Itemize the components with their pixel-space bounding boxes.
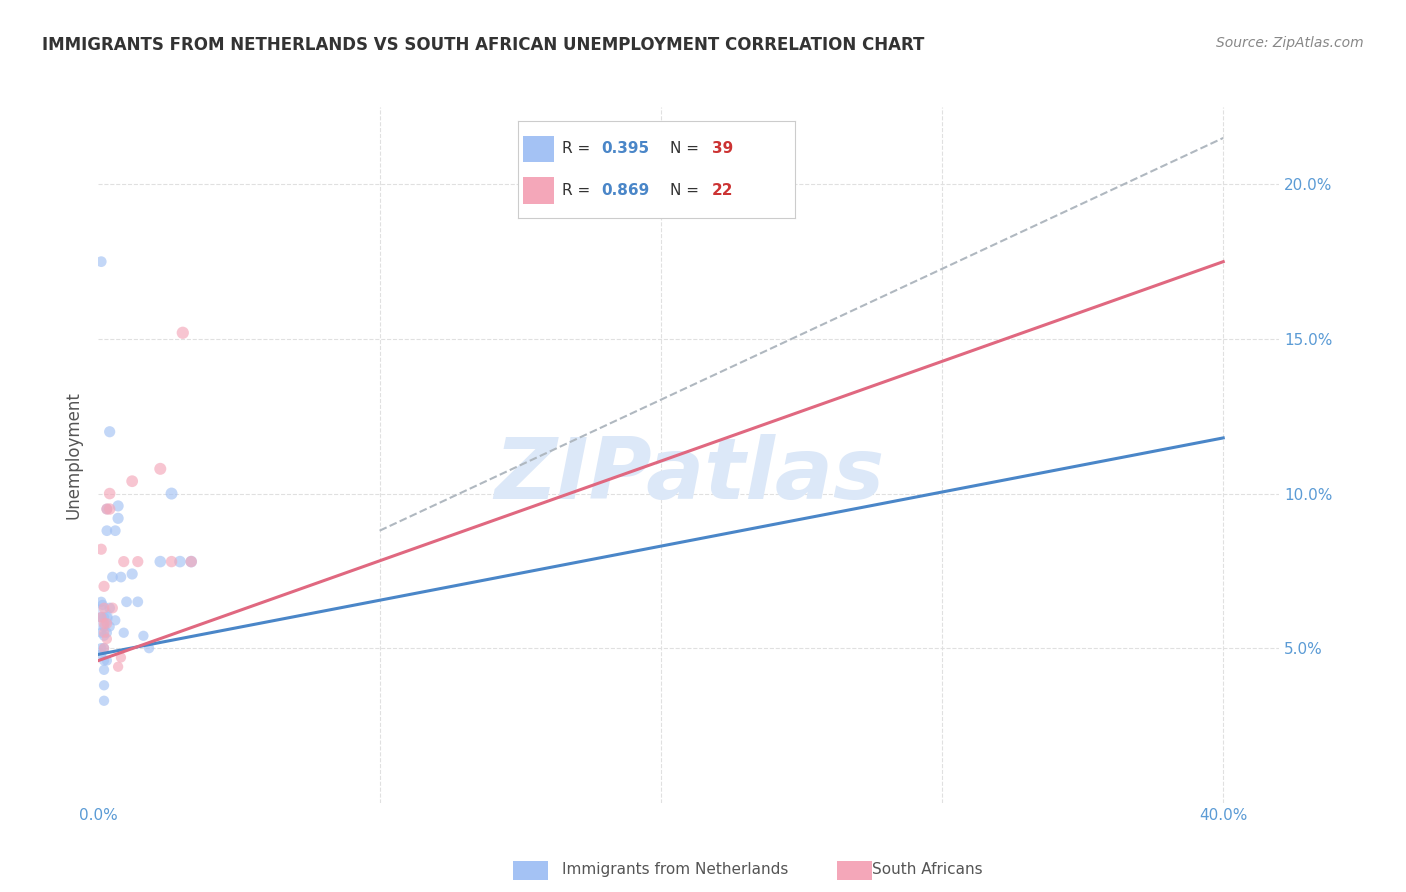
Point — [112, 625, 135, 640]
Point — [93, 641, 115, 656]
Point — [149, 555, 172, 569]
Point — [93, 654, 115, 668]
Point — [104, 613, 127, 627]
Point — [115, 595, 138, 609]
Point — [172, 326, 194, 340]
Point — [101, 570, 124, 584]
Point — [93, 678, 115, 692]
Point — [104, 524, 127, 538]
Text: IMMIGRANTS FROM NETHERLANDS VS SOUTH AFRICAN UNEMPLOYMENT CORRELATION CHART: IMMIGRANTS FROM NETHERLANDS VS SOUTH AFR… — [42, 36, 925, 54]
Point — [127, 555, 149, 569]
Point — [96, 616, 118, 631]
Point — [93, 601, 115, 615]
Point — [96, 625, 118, 640]
Point — [93, 625, 115, 640]
Point — [107, 511, 129, 525]
Point — [160, 555, 183, 569]
Point — [93, 616, 115, 631]
Point — [90, 641, 112, 656]
Point — [98, 425, 121, 439]
Point — [121, 566, 143, 581]
Point — [96, 654, 118, 668]
Point — [96, 610, 118, 624]
Point — [90, 648, 112, 662]
Point — [90, 610, 112, 624]
Text: ZIPatlas: ZIPatlas — [494, 434, 884, 517]
Point — [90, 625, 112, 640]
Point — [127, 595, 149, 609]
Point — [90, 542, 112, 557]
Y-axis label: Unemployment: Unemployment — [65, 391, 83, 519]
Point — [160, 486, 183, 500]
Point — [93, 663, 115, 677]
Point — [101, 601, 124, 615]
Point — [107, 659, 129, 673]
Point — [90, 610, 112, 624]
Text: South Africans: South Africans — [872, 863, 983, 877]
Point — [110, 650, 132, 665]
Point — [96, 632, 118, 646]
Text: Immigrants from Netherlands: Immigrants from Netherlands — [562, 863, 789, 877]
Point — [90, 595, 112, 609]
Point — [96, 524, 118, 538]
Point — [98, 486, 121, 500]
Point — [93, 619, 115, 633]
Point — [96, 502, 118, 516]
Point — [107, 499, 129, 513]
Point — [89, 610, 111, 624]
Point — [98, 502, 121, 516]
Point — [93, 641, 115, 656]
Point — [169, 555, 191, 569]
Point — [90, 254, 112, 268]
Text: Source: ZipAtlas.com: Source: ZipAtlas.com — [1216, 36, 1364, 50]
Point — [180, 555, 202, 569]
Point — [121, 474, 143, 488]
Point — [149, 462, 172, 476]
Point — [93, 579, 115, 593]
Point — [93, 610, 115, 624]
Point — [138, 641, 160, 656]
Point — [98, 619, 121, 633]
Point — [93, 694, 115, 708]
Point — [110, 570, 132, 584]
Point — [132, 629, 155, 643]
Point — [112, 555, 135, 569]
Point — [180, 555, 202, 569]
Point — [91, 598, 114, 612]
Point — [96, 502, 118, 516]
Point — [98, 601, 121, 615]
Point — [93, 629, 115, 643]
